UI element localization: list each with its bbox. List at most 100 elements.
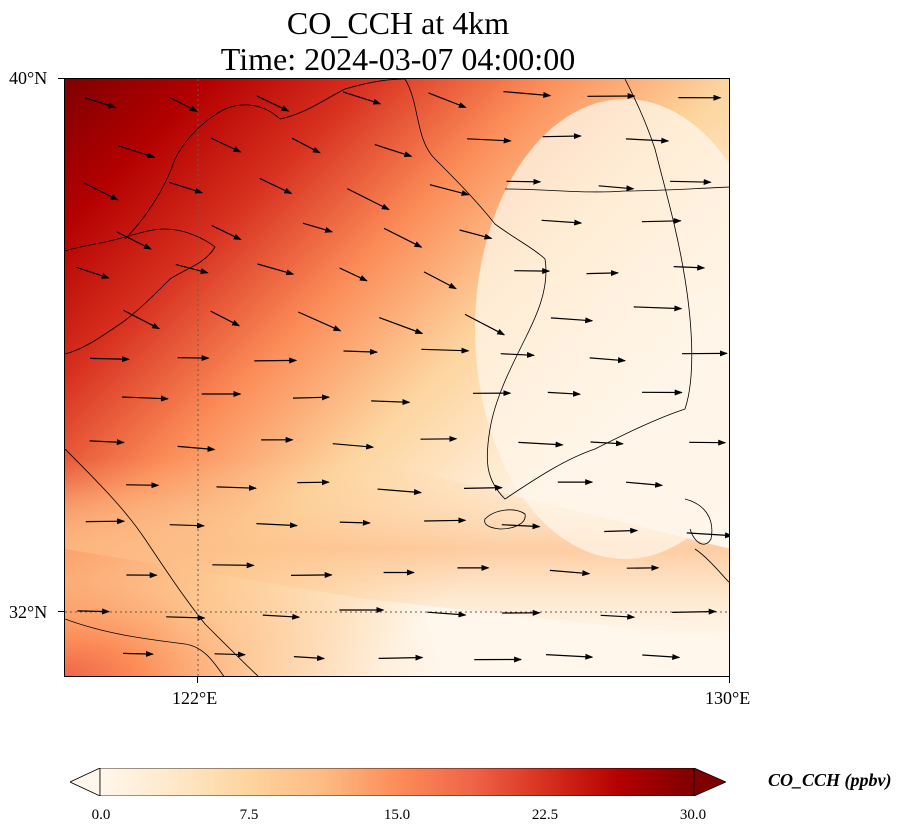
wind-arrow (542, 133, 582, 140)
wind-arrow (545, 653, 594, 660)
wind-arrow (210, 137, 242, 153)
wind-arrow (673, 264, 706, 271)
wind-arrow (168, 96, 198, 112)
wind-arrow (506, 178, 542, 185)
wind-arrow (589, 357, 626, 364)
wind-arrow (118, 145, 156, 159)
west-korea-bay (404, 79, 546, 260)
wind-arrow (256, 522, 298, 529)
chart-title: CO_CCH at 4km (286, 5, 510, 41)
wind-arrow (429, 184, 470, 196)
colorbar-min-extend (69, 767, 101, 797)
wind-arrow (293, 655, 326, 662)
colorbar-gradient (99, 767, 695, 797)
wind-arrow (83, 182, 119, 201)
liaodong-north-coast (279, 79, 406, 120)
colorbar (69, 767, 727, 797)
wind-arrow (549, 569, 591, 577)
lat-tick-40n: 40°N (9, 68, 48, 88)
wind-arrow (374, 144, 413, 158)
wind-arrow (292, 394, 330, 401)
wind-arrow (421, 347, 470, 354)
wind-arrow (122, 650, 154, 657)
wind-arrow (212, 562, 255, 569)
wind-arrow (123, 309, 160, 330)
wind-arrow (672, 608, 717, 615)
lat-tickmark-40n (58, 78, 64, 79)
lon-tick-122e: 122°E (172, 688, 218, 708)
wind-arrow (211, 225, 242, 241)
wind-arrow (378, 317, 424, 335)
lon-tickmark-122e (197, 677, 198, 683)
wind-arrow (633, 305, 683, 312)
wind-arrow (378, 654, 424, 661)
wind-arrow (262, 613, 301, 620)
wind-arrow (166, 614, 206, 621)
liaodong-west-coast (124, 104, 281, 240)
chart-subtitle-time: Time: 2024-03-07 04:00:00 (220, 41, 576, 77)
wind-arrow (500, 351, 535, 358)
wind-arrow (121, 395, 169, 402)
wind-arrow (427, 611, 467, 618)
wind-arrow (463, 484, 503, 491)
wind-arrow (177, 445, 216, 452)
wind-arrow (332, 443, 375, 450)
wind-arrow (89, 439, 125, 446)
colorbar-max-extend (693, 767, 727, 797)
wind-arrow (467, 137, 512, 144)
colorbar-tick-0: 0.0 (91, 807, 111, 823)
wind-arrow (346, 188, 390, 211)
wind-arrow (600, 613, 636, 620)
wind-arrow (547, 390, 581, 397)
wind-arrow (214, 651, 246, 658)
lon-tick-130e: 130°E (705, 688, 751, 708)
wind-arrow (216, 484, 257, 491)
colorbar-tick-22-5: 22.5 (531, 807, 559, 823)
lon-tickmark-130e (729, 677, 730, 683)
wind-arrow (670, 179, 712, 186)
korea-west-south-coast (486, 258, 686, 500)
wind-arrow (503, 91, 552, 98)
shandong-coast (65, 228, 216, 355)
tsushima (684, 498, 713, 545)
korea-east-coast (624, 79, 693, 410)
wind-arrow (371, 399, 411, 406)
southwest-elevated (65, 459, 485, 676)
wind-arrow (77, 608, 111, 615)
map-panel (64, 78, 730, 677)
wind-arrow (256, 95, 290, 112)
wind-arrow (423, 271, 457, 290)
wind-arrow (625, 481, 664, 488)
wind-arrow (642, 653, 681, 660)
coastlines (65, 79, 729, 676)
wind-arrow (169, 522, 205, 529)
wind-arrow (428, 92, 467, 109)
wind-arrow (464, 313, 506, 336)
wind-arrow (343, 348, 379, 355)
wind-arrow (76, 266, 110, 279)
wind-arrow (686, 532, 729, 539)
wind-arrow (598, 185, 635, 192)
wind-arrow (550, 317, 594, 324)
lat-tick-32n: 32°N (9, 602, 48, 622)
wind-arrow (126, 482, 160, 489)
gridlines (65, 79, 729, 676)
lat-tickmark-32n (58, 611, 64, 612)
wind-arrow (641, 217, 682, 224)
kyushu-coast (694, 548, 729, 583)
wind-arrow (291, 137, 321, 154)
wind-arrow (383, 227, 423, 248)
colorbar-title: CO_CCH (ppbv) (768, 770, 892, 790)
wind-arrow (175, 264, 209, 274)
dmz-river (504, 186, 729, 193)
colorbar-tick-30: 30.0 (679, 807, 707, 823)
wind-arrow (518, 441, 564, 448)
jiangsu-coast (65, 448, 259, 676)
wind-arrow (116, 231, 152, 250)
wind-arrow (89, 356, 130, 363)
wind-arrow (339, 267, 368, 282)
wind-arrow (168, 181, 204, 194)
wind-arrow (377, 488, 422, 496)
wind-arrows (76, 91, 729, 663)
wind-arrow (586, 270, 619, 277)
